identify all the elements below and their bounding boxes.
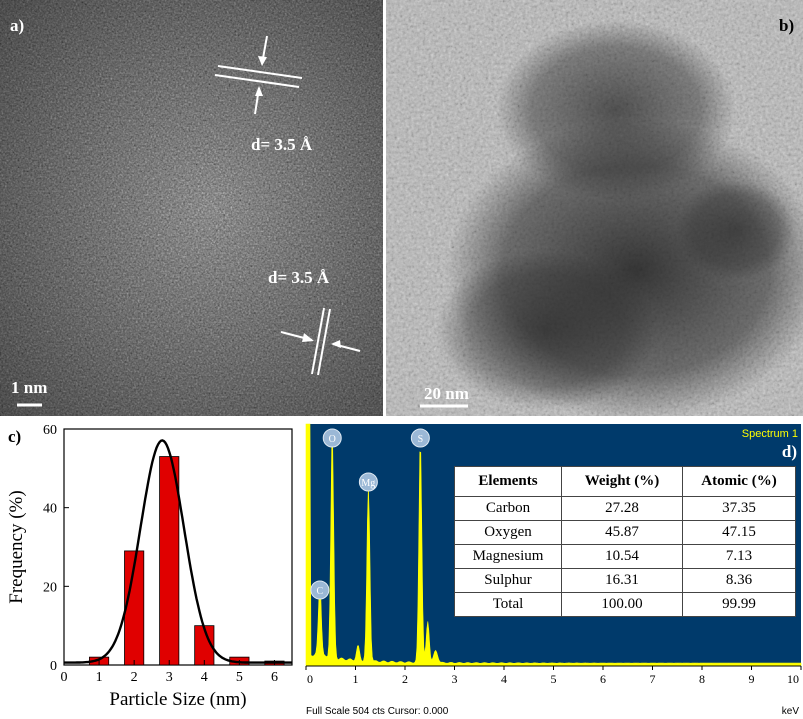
table-row: Oxygen 45.87 47.15 xyxy=(454,520,796,545)
peak-marker-icon xyxy=(410,428,430,448)
y-tick-label: 40 xyxy=(43,502,57,517)
table-cell: Sulphur xyxy=(454,568,562,593)
table-cell: 37.35 xyxy=(682,496,796,521)
arrow-icon xyxy=(331,340,341,348)
x-tick-label: 10 xyxy=(787,672,799,686)
table-cell: Oxygen xyxy=(454,520,562,545)
spectrum-unit: keV xyxy=(781,706,799,717)
y-tick-label: 60 xyxy=(43,423,57,438)
tem-particle-image xyxy=(386,0,803,416)
histogram-bar xyxy=(159,456,180,666)
gaussian-fit-curve xyxy=(64,439,292,664)
panel-label-d: d) xyxy=(781,442,797,461)
scale-bar-a-label: 1 nm xyxy=(11,378,48,397)
table-cell: 27.28 xyxy=(561,496,683,521)
panel-b-tem-image: b) 20 nm xyxy=(386,0,803,416)
spectrum-trace xyxy=(305,423,802,667)
panel-label-a: a) xyxy=(10,16,25,35)
x-tick-label: 4 xyxy=(501,672,507,686)
y-tick-label: 20 xyxy=(43,580,57,595)
table-cell: 99.99 xyxy=(682,592,796,617)
x-tick-label: 0 xyxy=(307,672,313,686)
table-cell: Total xyxy=(454,592,562,617)
table-cell: 100.00 xyxy=(561,592,683,617)
x-tick-label: 4 xyxy=(201,670,208,685)
panel-c-histogram: 0 1 2 3 4 5 6 0 20 40 60 Particle Size (nm) Frequenc… xyxy=(0,419,302,719)
tem-lattice-image xyxy=(0,0,383,416)
panel-a-tem-image: a) d= 3.5 Å d= 3.5 Å 1 nm xyxy=(0,0,383,416)
y-axis-label: Frequency (%) xyxy=(6,490,27,603)
x-tick-label: 0 xyxy=(61,670,68,685)
arrow-icon xyxy=(255,86,263,96)
x-tick-label: 2 xyxy=(402,672,408,686)
y-tick-label: 0 xyxy=(50,659,57,674)
arrow-icon xyxy=(302,333,314,342)
x-tick-label: 1 xyxy=(353,672,359,686)
table-cell: Carbon xyxy=(454,496,562,521)
x-tick-label: 3 xyxy=(452,672,458,686)
table-row: Sulphur 16.31 8.36 xyxy=(454,568,796,593)
x-tick-label: 6 xyxy=(271,670,278,685)
eds-composition-table: Elements Weight (%) Atomic (%) Carbon 27.… xyxy=(454,466,796,617)
table-cell: 8.36 xyxy=(682,568,796,593)
x-tick-label: 6 xyxy=(600,672,606,686)
table-cell: 7.13 xyxy=(682,544,796,569)
table-cell: 16.31 xyxy=(561,568,683,593)
panel-label-c: c) xyxy=(8,427,22,446)
arrow-icon xyxy=(258,56,267,66)
table-cell: 47.15 xyxy=(682,520,796,545)
x-tick-label: 3 xyxy=(166,670,173,685)
table-header: Elements xyxy=(454,466,562,497)
peak-marker-icon xyxy=(310,580,330,600)
peak-label: C xyxy=(317,586,324,597)
table-header: Atomic (%) xyxy=(682,466,796,497)
table-row: Total 100.00 99.99 xyxy=(454,592,796,617)
table-cell: 10.54 xyxy=(561,544,683,569)
x-tick-label: 8 xyxy=(699,672,705,686)
table-header-row: Elements Weight (%) Atomic (%) xyxy=(454,466,796,497)
x-tick-label: 1 xyxy=(96,670,103,685)
x-tick-label: 5 xyxy=(236,670,243,685)
peak-marker-icon xyxy=(322,428,342,448)
spectrum-footer: Full Scale 504 cts Cursor: 0.000 xyxy=(306,706,449,717)
peak-label: S xyxy=(418,434,424,445)
d-spacing-label-top: d= 3.5 Å xyxy=(251,135,313,154)
d-spacing-label-bottom: d= 3.5 Å xyxy=(268,268,330,287)
scale-bar-b-label: 20 nm xyxy=(424,384,469,403)
table-cell: 45.87 xyxy=(561,520,683,545)
spectrum-label: Spectrum 1 xyxy=(741,428,798,440)
table-header: Weight (%) xyxy=(561,466,683,497)
peak-label: Mg xyxy=(361,478,375,489)
x-axis-label: Particle Size (nm) xyxy=(109,689,246,710)
x-tick-label: 5 xyxy=(551,672,557,686)
x-tick-label: 7 xyxy=(650,672,656,686)
table-cell: Magnesium xyxy=(454,544,562,569)
peak-label: O xyxy=(329,434,336,445)
x-tick-label: 2 xyxy=(131,670,138,685)
x-tick-label: 9 xyxy=(749,672,755,686)
panel-label-b: b) xyxy=(779,16,795,35)
table-row: Magnesium 10.54 7.13 xyxy=(454,544,796,569)
table-row: Carbon 27.28 37.35 xyxy=(454,496,796,521)
peak-marker-icon xyxy=(358,472,378,492)
